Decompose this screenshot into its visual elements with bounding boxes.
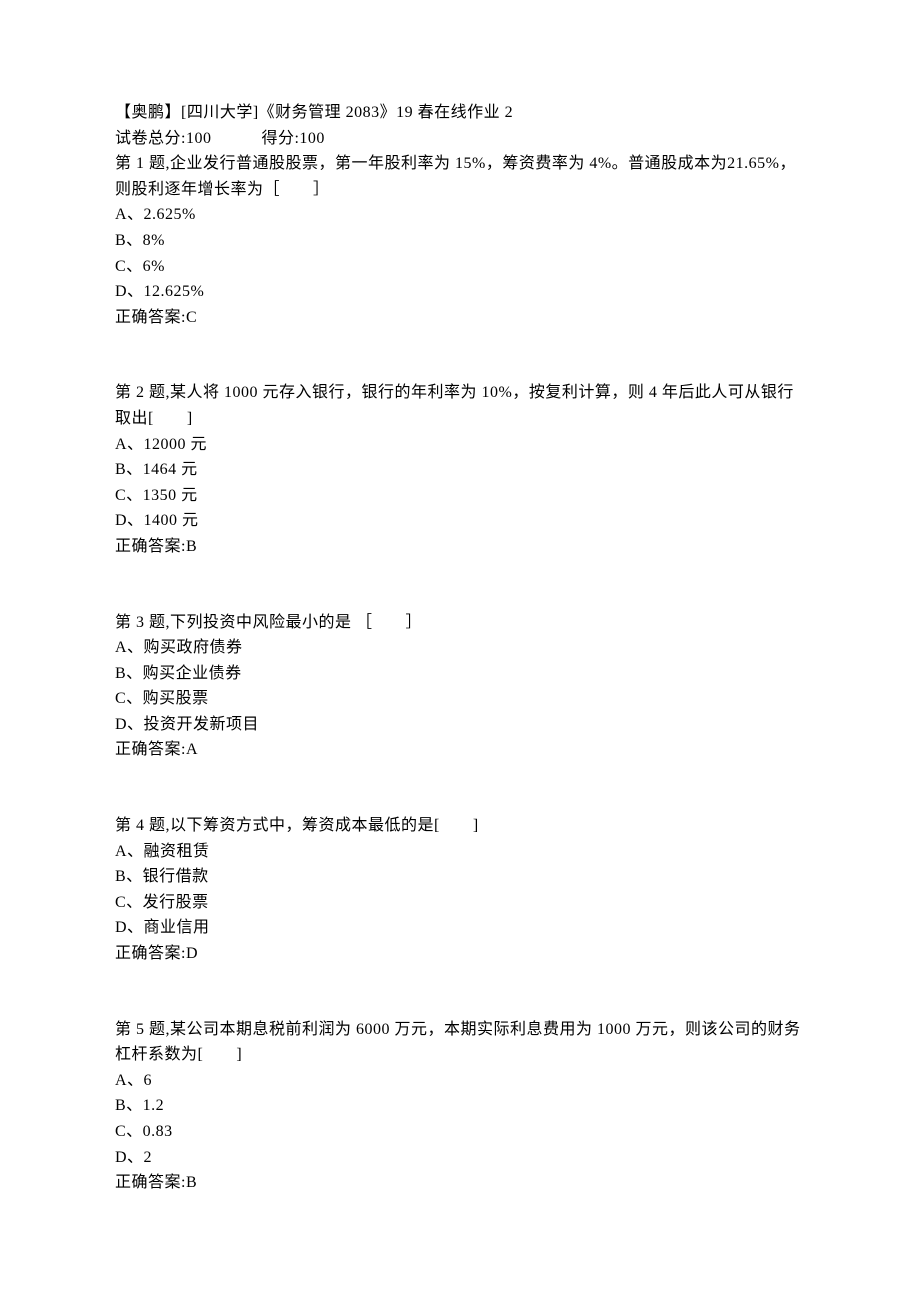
question-answer: 正确答案:A xyxy=(115,737,805,763)
question-option: C、6% xyxy=(115,254,805,280)
question-option: D、2 xyxy=(115,1145,805,1171)
question-option: C、购买股票 xyxy=(115,686,805,712)
question-option: B、1.2 xyxy=(115,1093,805,1119)
question-option: C、发行股票 xyxy=(115,890,805,916)
question-option: A、融资租赁 xyxy=(115,839,805,865)
question-option: A、12000 元 xyxy=(115,432,805,458)
question-prompt: 第 3 题,下列投资中风险最小的是 ［ ］ xyxy=(115,610,805,636)
question-answer: 正确答案:C xyxy=(115,305,805,331)
question-block: 第 3 题,下列投资中风险最小的是 ［ ］A、购买政府债券B、购买企业债券C、购… xyxy=(115,610,805,764)
questions-container: 第 1 题,企业发行普通股股票，第一年股利率为 15%，筹资费率为 4%。普通股… xyxy=(115,151,805,1196)
question-option: D、商业信用 xyxy=(115,915,805,941)
score-line: 试卷总分:100 得分:100 xyxy=(115,126,805,152)
question-block: 第 4 题,以下筹资方式中，筹资成本最低的是[ ]A、融资租赁B、银行借款C、发… xyxy=(115,813,805,967)
question-option: B、1464 元 xyxy=(115,457,805,483)
question-option: D、投资开发新项目 xyxy=(115,712,805,738)
question-option: A、购买政府债券 xyxy=(115,635,805,661)
question-prompt: 第 5 题,某公司本期息税前利润为 6000 万元，本期实际利息费用为 1000… xyxy=(115,1017,805,1068)
question-option: C、0.83 xyxy=(115,1119,805,1145)
score: 得分:100 xyxy=(261,130,324,147)
question-option: C、1350 元 xyxy=(115,483,805,509)
total-score: 试卷总分:100 xyxy=(115,130,211,147)
question-option: A、6 xyxy=(115,1068,805,1094)
question-option: D、12.625% xyxy=(115,279,805,305)
question-option: B、购买企业债券 xyxy=(115,661,805,687)
question-option: B、银行借款 xyxy=(115,864,805,890)
question-option: A、2.625% xyxy=(115,202,805,228)
question-option: B、8% xyxy=(115,228,805,254)
question-block: 第 2 题,某人将 1000 元存入银行，银行的年利率为 10%，按复利计算，则… xyxy=(115,380,805,559)
question-option: D、1400 元 xyxy=(115,508,805,534)
document-title: 【奥鹏】[四川大学]《财务管理 2083》19 春在线作业 2 xyxy=(115,100,805,126)
question-answer: 正确答案:B xyxy=(115,1170,805,1196)
question-answer: 正确答案:B xyxy=(115,534,805,560)
question-prompt: 第 1 题,企业发行普通股股票，第一年股利率为 15%，筹资费率为 4%。普通股… xyxy=(115,151,805,202)
question-answer: 正确答案:D xyxy=(115,941,805,967)
question-block: 第 1 题,企业发行普通股股票，第一年股利率为 15%，筹资费率为 4%。普通股… xyxy=(115,151,805,330)
question-prompt: 第 4 题,以下筹资方式中，筹资成本最低的是[ ] xyxy=(115,813,805,839)
question-block: 第 5 题,某公司本期息税前利润为 6000 万元，本期实际利息费用为 1000… xyxy=(115,1017,805,1196)
question-prompt: 第 2 题,某人将 1000 元存入银行，银行的年利率为 10%，按复利计算，则… xyxy=(115,380,805,431)
